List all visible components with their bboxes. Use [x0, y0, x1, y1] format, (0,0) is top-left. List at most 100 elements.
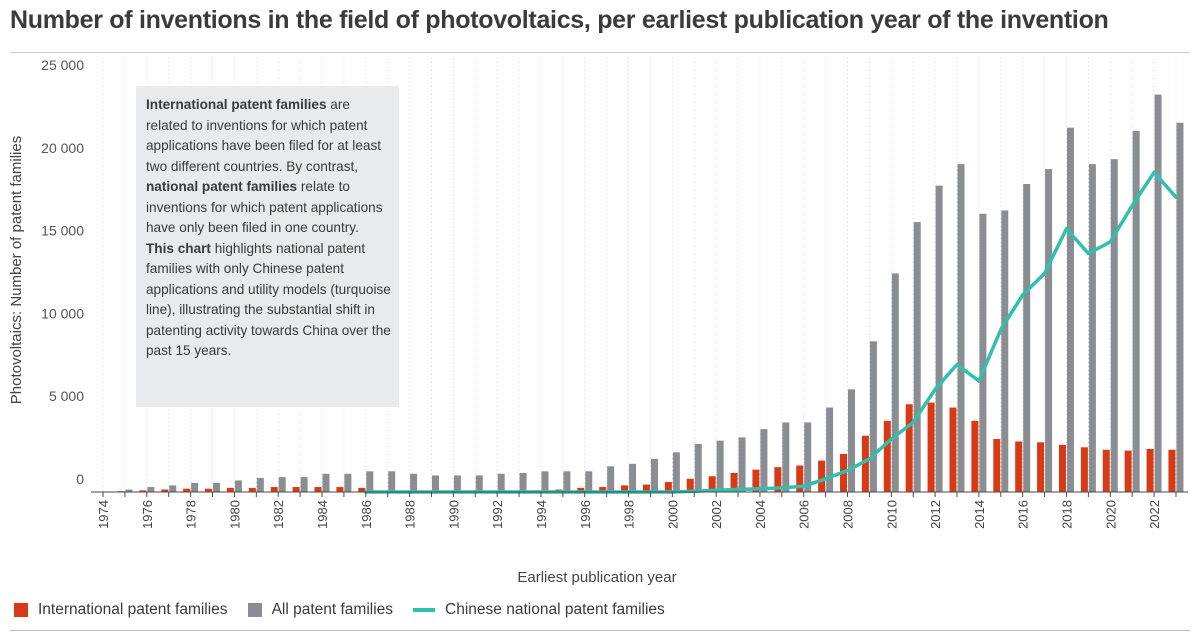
bar-all-2022 [1154, 94, 1162, 492]
bar-all-1998 [629, 463, 637, 492]
legend-item-international: International patent families [14, 601, 228, 619]
y-ticks: 0 5 000 10 000 15 000 20 000 25 000 [41, 57, 84, 487]
bar-all-1977 [169, 485, 177, 492]
axes [91, 491, 1188, 497]
x-tick-label: 1980 [227, 500, 242, 529]
bar-all-2010 [891, 273, 899, 492]
x-tick-label: 2022 [1147, 500, 1162, 529]
bar-all-1989 [431, 475, 439, 492]
bar-international-2013 [949, 407, 957, 492]
bar-all-1997 [607, 466, 615, 492]
bar-all-2014 [979, 213, 987, 493]
bar-international-1986 [358, 487, 366, 492]
legend-item-chinese: Chinese national patent families [413, 601, 665, 619]
bar-international-2014 [971, 420, 979, 492]
bar-all-1985 [344, 473, 352, 492]
bar-international-2002 [708, 476, 716, 492]
bar-international-1981 [248, 487, 256, 492]
x-tick-label: 1974 [96, 500, 111, 529]
annotation-box: International patent families are relate… [136, 86, 399, 407]
bars [117, 94, 1184, 493]
bar-all-2013 [957, 164, 965, 492]
bar-international-2011 [905, 404, 913, 492]
bar-all-2020 [1110, 159, 1118, 493]
bar-international-2007 [818, 460, 826, 492]
bar-international-2023 [1168, 449, 1176, 492]
x-tick-label: 2012 [928, 500, 943, 529]
x-tick-label: 2000 [665, 500, 680, 529]
bar-all-2002 [716, 440, 724, 492]
x-tick-label: 1998 [622, 500, 637, 529]
annotation-bold-2: national patent families [146, 179, 298, 194]
bar-all-1980 [234, 480, 242, 492]
chart-title: Number of inventions in the field of pho… [10, 6, 1109, 34]
bar-all-2011 [913, 222, 921, 492]
bar-international-2021 [1124, 450, 1132, 492]
bar-international-1977 [161, 489, 169, 492]
x-tick-label: 2014 [972, 500, 987, 529]
bar-international-2010 [883, 420, 891, 492]
bar-all-2021 [1132, 130, 1140, 492]
x-tick-label: 2002 [709, 500, 724, 529]
bar-all-2018 [1066, 127, 1074, 493]
x-ticks: 1974 1976 1978 1980 1982 1984 1986 1988 1990 1992… [96, 500, 1162, 529]
bar-international-1999 [642, 484, 650, 492]
bar-all-2007 [826, 407, 834, 492]
x-tick-label: 1996 [578, 500, 593, 529]
x-tick-label: 2020 [1103, 500, 1118, 529]
bar-international-1985 [336, 487, 344, 492]
x-tick-label: 1978 [184, 500, 199, 529]
bar-all-2019 [1088, 164, 1096, 492]
x-tick-label: 2006 [797, 500, 812, 529]
legend-swatch-international [14, 603, 28, 617]
bar-all-1976 [147, 487, 155, 492]
x-tick-label: 1984 [315, 500, 330, 529]
y-tick-label: 25 000 [41, 57, 84, 73]
x-tick-label: 2004 [753, 500, 768, 529]
bar-international-2004 [752, 469, 760, 492]
x-tick-label: 2010 [884, 500, 899, 529]
bar-all-2012 [935, 185, 943, 492]
bar-all-1975 [125, 489, 133, 492]
bar-all-2001 [694, 443, 702, 492]
bar-all-1996 [585, 471, 593, 492]
y-axis-title: Photovoltaics: Number of patent families [8, 136, 25, 404]
bar-international-1976 [139, 490, 147, 492]
bar-international-2020 [1102, 449, 1110, 492]
bar-international-2015 [993, 439, 1001, 492]
x-tick-label: 1976 [140, 500, 155, 529]
bar-international-1984 [314, 487, 322, 492]
y-tick-label: 5 000 [49, 388, 84, 404]
legend-label-international: International patent families [38, 601, 228, 618]
bar-all-2017 [1045, 169, 1053, 492]
legend-label-chinese: Chinese national patent families [445, 601, 665, 618]
bar-international-1982 [270, 487, 278, 492]
x-tick-label: 2016 [1016, 500, 1031, 529]
legend: International patent families All patent… [14, 600, 685, 620]
annotation-text-2: relate to inventions for which patent ap… [146, 179, 383, 235]
bar-all-1993 [519, 472, 527, 492]
y-tick-label: 20 000 [41, 140, 84, 156]
bar-international-1979 [205, 488, 213, 492]
bar-international-2016 [1015, 441, 1023, 492]
bar-international-2003 [730, 472, 738, 492]
bar-all-1979 [213, 482, 221, 492]
bar-all-1978 [191, 482, 199, 492]
annotation-bold-1: International patent families [146, 97, 327, 112]
chinese-line-series [364, 170, 1178, 494]
bar-international-2000 [664, 482, 672, 492]
bar-all-1992 [497, 473, 505, 492]
bar-international-2006 [796, 465, 804, 492]
bottom-rule [10, 630, 1190, 631]
bar-all-1982 [278, 477, 286, 492]
x-tick-label: 2008 [841, 500, 856, 529]
bar-all-1988 [410, 473, 418, 492]
bar-all-2023 [1176, 122, 1184, 492]
bar-all-1986 [366, 471, 374, 492]
x-tick-label: 1990 [446, 500, 461, 529]
x-axis-title: Earliest publication year [517, 569, 676, 586]
bar-all-1990 [453, 475, 461, 492]
bar-all-2003 [738, 437, 746, 492]
bar-international-2022 [1146, 448, 1154, 492]
bar-international-1998 [621, 485, 629, 492]
